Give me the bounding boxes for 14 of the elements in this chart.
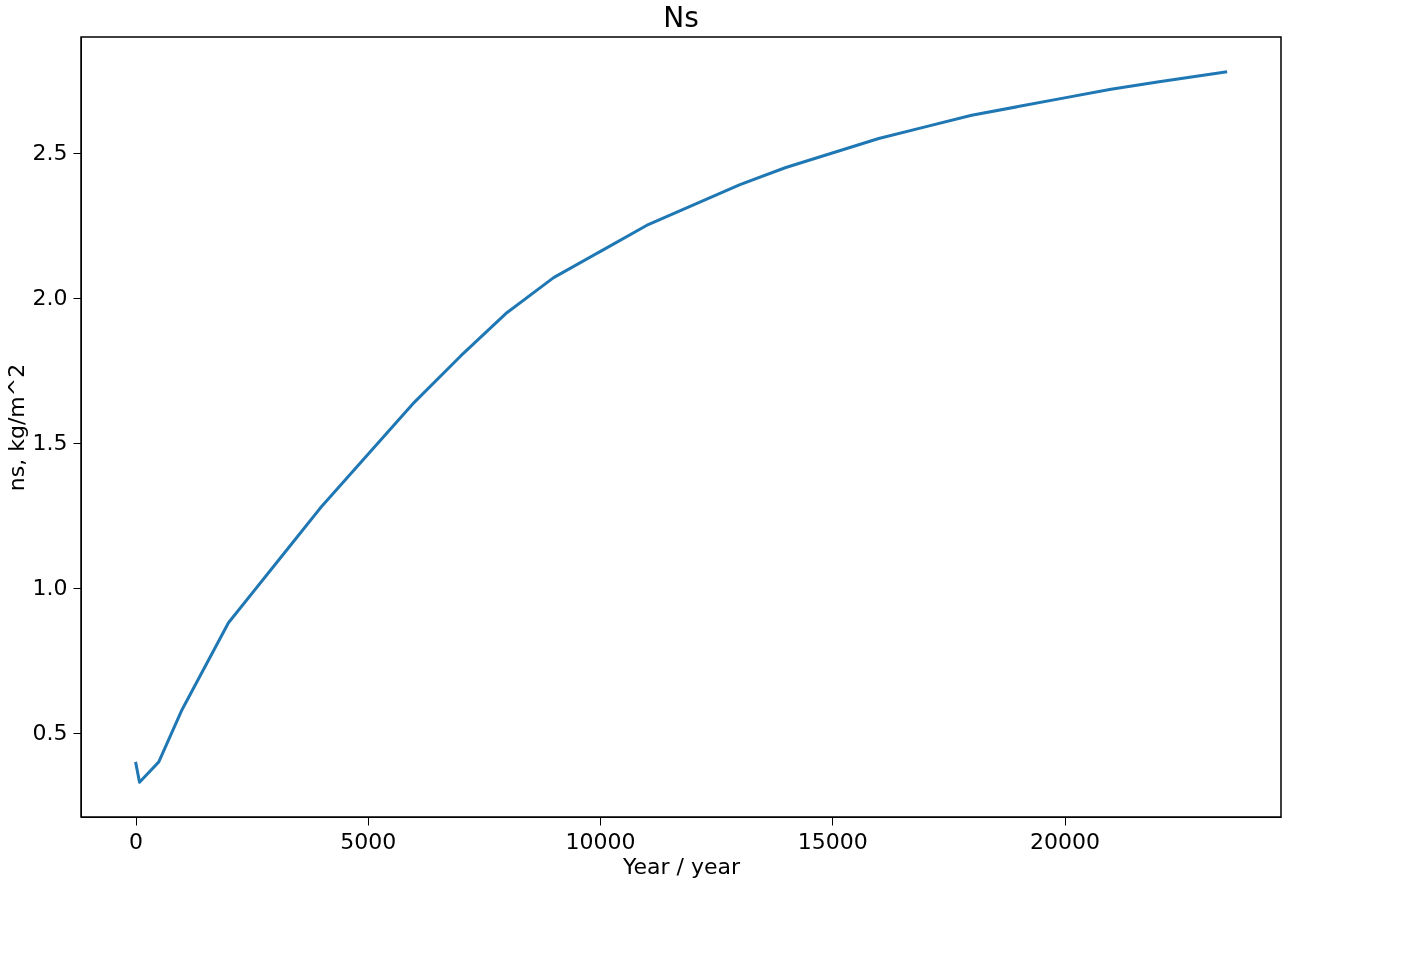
x-tick-label: 0 <box>129 828 144 854</box>
x-tick-label: 20000 <box>1030 828 1101 854</box>
y-tick-label: 0.5 <box>32 720 68 746</box>
x-tick-label: 5000 <box>340 828 397 854</box>
y-tick-label: 1.5 <box>32 430 68 456</box>
x-tick-label: 15000 <box>797 828 868 854</box>
x-axis-title: Year / year <box>621 853 741 879</box>
x-tick-label: 10000 <box>565 828 636 854</box>
chart-title: Ns <box>663 1 699 34</box>
y-tick-label: 1.0 <box>32 575 68 601</box>
line-series <box>134 70 1229 784</box>
y-axis-title: ns, kg/m^2 <box>3 363 29 492</box>
y-tick-label: 2.5 <box>32 140 68 166</box>
y-tick-label: 2.0 <box>32 285 68 311</box>
